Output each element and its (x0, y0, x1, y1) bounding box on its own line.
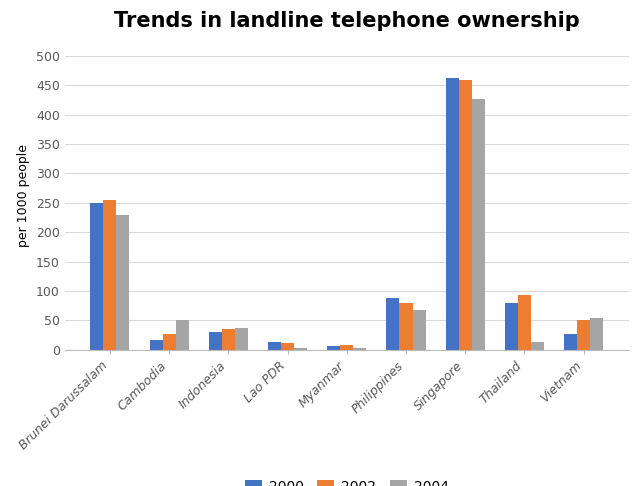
Bar (472, 99, 484, 350)
Bar (340, 345, 353, 350)
Bar (235, 328, 248, 350)
Bar (268, 342, 281, 350)
Bar (505, 303, 518, 350)
Bar (353, 347, 366, 350)
Bar (518, 295, 531, 350)
Bar (413, 310, 426, 350)
Legend: 2000, 2002, 2004: 2000, 2002, 2004 (239, 474, 454, 486)
Bar (294, 348, 307, 350)
Bar (531, 342, 544, 350)
Bar (209, 332, 222, 350)
Bar (163, 334, 175, 350)
Bar (281, 344, 294, 350)
Bar (222, 330, 235, 350)
Bar (564, 334, 577, 350)
Bar (116, 215, 129, 350)
Bar (103, 200, 116, 350)
Bar (459, 80, 472, 350)
Bar (150, 340, 163, 350)
Y-axis label: per 1000 people: per 1000 people (17, 144, 30, 247)
Bar (590, 317, 604, 350)
Bar (327, 346, 340, 350)
Bar (399, 303, 413, 350)
Title: Trends in landline telephone ownership: Trends in landline telephone ownership (114, 11, 580, 31)
Bar (175, 320, 189, 350)
Bar (90, 203, 103, 350)
Bar (445, 78, 459, 350)
Bar (387, 298, 399, 350)
Bar (577, 320, 590, 350)
